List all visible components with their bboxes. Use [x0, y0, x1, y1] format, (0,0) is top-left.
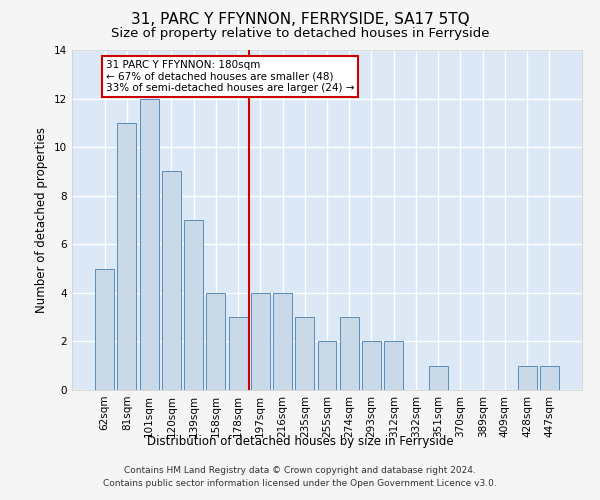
Bar	[540, 366, 559, 390]
Text: Size of property relative to detached houses in Ferryside: Size of property relative to detached ho…	[111, 28, 489, 40]
Bar	[340, 317, 359, 390]
Bar	[118, 123, 136, 390]
Bar	[518, 366, 536, 390]
Bar	[317, 342, 337, 390]
Bar	[184, 220, 203, 390]
Bar	[206, 293, 225, 390]
Bar	[273, 293, 292, 390]
Bar	[229, 317, 248, 390]
Bar	[295, 317, 314, 390]
Text: Distribution of detached houses by size in Ferryside: Distribution of detached houses by size …	[146, 435, 454, 448]
Bar	[362, 342, 381, 390]
Bar	[384, 342, 403, 390]
Y-axis label: Number of detached properties: Number of detached properties	[35, 127, 49, 313]
Bar	[140, 98, 158, 390]
Text: 31 PARC Y FFYNNON: 180sqm
← 67% of detached houses are smaller (48)
33% of semi-: 31 PARC Y FFYNNON: 180sqm ← 67% of detac…	[106, 60, 354, 93]
Bar	[162, 172, 181, 390]
Text: 31, PARC Y FFYNNON, FERRYSIDE, SA17 5TQ: 31, PARC Y FFYNNON, FERRYSIDE, SA17 5TQ	[131, 12, 469, 28]
Bar	[251, 293, 270, 390]
Bar	[95, 268, 114, 390]
Bar	[429, 366, 448, 390]
Text: Contains HM Land Registry data © Crown copyright and database right 2024.
Contai: Contains HM Land Registry data © Crown c…	[103, 466, 497, 487]
